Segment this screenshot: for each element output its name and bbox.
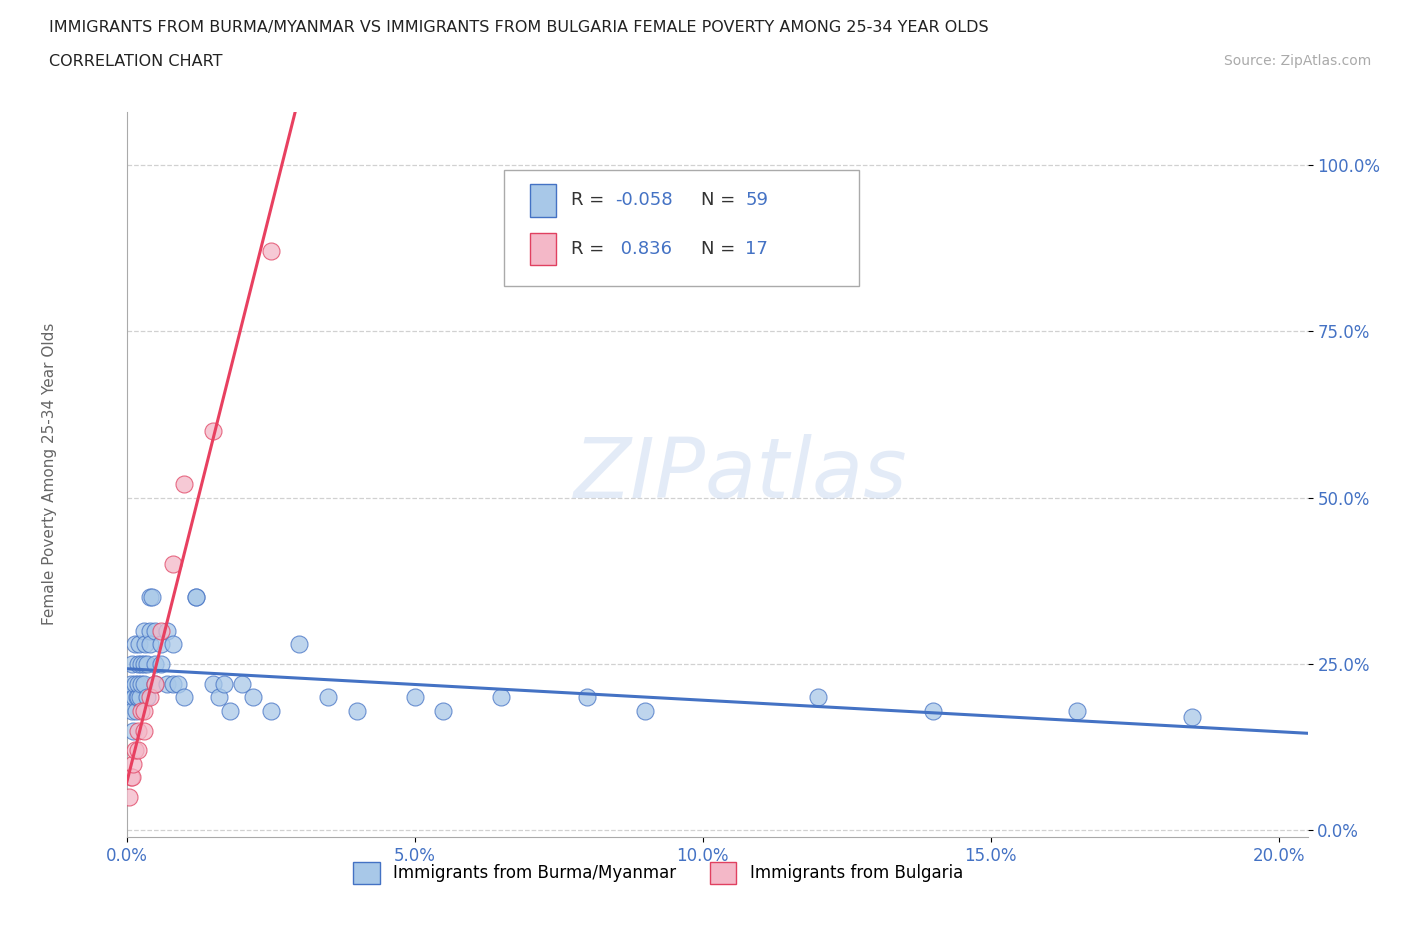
- Point: [150, 657, 173, 671]
- Point: [128, 690, 150, 705]
- Point: [150, 636, 173, 651]
- Point: [129, 703, 152, 718]
- Point: [143, 657, 166, 671]
- Point: [432, 703, 454, 718]
- Point: [127, 676, 149, 691]
- Text: 59: 59: [745, 192, 769, 209]
- Point: [120, 770, 142, 785]
- Point: [141, 590, 163, 604]
- Point: [807, 690, 830, 705]
- Point: [118, 790, 141, 804]
- Point: [121, 657, 143, 671]
- Legend: Immigrants from Burma/Myanmar, Immigrants from Bulgaria: Immigrants from Burma/Myanmar, Immigrant…: [346, 856, 970, 890]
- Text: Female Poverty Among 25-34 Year Olds: Female Poverty Among 25-34 Year Olds: [42, 323, 58, 626]
- Point: [156, 623, 179, 638]
- FancyBboxPatch shape: [505, 169, 859, 286]
- Point: [184, 590, 207, 604]
- Point: [162, 676, 184, 691]
- Point: [576, 690, 599, 705]
- Point: [156, 676, 179, 691]
- Point: [138, 636, 160, 651]
- Point: [118, 690, 141, 705]
- Point: [122, 756, 145, 771]
- Point: [132, 676, 155, 691]
- Point: [922, 703, 945, 718]
- Point: [132, 724, 155, 738]
- Point: [208, 690, 231, 705]
- Point: [259, 703, 281, 718]
- Point: [138, 690, 160, 705]
- Text: R =: R =: [571, 240, 610, 258]
- Point: [162, 557, 184, 572]
- Point: [143, 676, 166, 691]
- Point: [129, 676, 152, 691]
- Point: [316, 690, 339, 705]
- Text: 17: 17: [745, 240, 768, 258]
- Point: [167, 676, 190, 691]
- Point: [121, 703, 143, 718]
- Text: Source: ZipAtlas.com: Source: ZipAtlas.com: [1223, 54, 1371, 68]
- Text: CORRELATION CHART: CORRELATION CHART: [49, 54, 222, 69]
- Point: [143, 676, 166, 691]
- Point: [125, 703, 148, 718]
- Point: [489, 690, 512, 705]
- Text: R =: R =: [571, 192, 610, 209]
- Point: [121, 770, 143, 785]
- Point: [184, 590, 207, 604]
- Point: [201, 676, 224, 691]
- Point: [259, 244, 281, 259]
- Point: [128, 636, 150, 651]
- Point: [634, 703, 657, 718]
- Point: [346, 703, 368, 718]
- Text: ZIPatlas: ZIPatlas: [574, 433, 907, 515]
- Text: -0.058: -0.058: [616, 192, 673, 209]
- Point: [201, 423, 224, 438]
- Point: [138, 623, 160, 638]
- Point: [173, 690, 195, 705]
- Point: [127, 743, 149, 758]
- Point: [242, 690, 264, 705]
- Point: [127, 690, 149, 705]
- FancyBboxPatch shape: [530, 184, 557, 217]
- Point: [404, 690, 426, 705]
- Point: [127, 657, 149, 671]
- Point: [135, 690, 157, 705]
- Point: [150, 623, 173, 638]
- Point: [122, 690, 145, 705]
- Point: [120, 676, 142, 691]
- Point: [124, 676, 146, 691]
- Point: [231, 676, 253, 691]
- Point: [1181, 710, 1204, 724]
- Point: [138, 590, 160, 604]
- Point: [219, 703, 242, 718]
- Point: [143, 623, 166, 638]
- Point: [162, 636, 184, 651]
- Point: [127, 724, 149, 738]
- FancyBboxPatch shape: [530, 232, 557, 265]
- Point: [129, 657, 152, 671]
- Point: [132, 703, 155, 718]
- Point: [214, 676, 236, 691]
- Point: [124, 743, 146, 758]
- Point: [132, 623, 155, 638]
- Text: IMMIGRANTS FROM BURMA/MYANMAR VS IMMIGRANTS FROM BULGARIA FEMALE POVERTY AMONG 2: IMMIGRANTS FROM BURMA/MYANMAR VS IMMIGRA…: [49, 20, 988, 35]
- Point: [132, 657, 155, 671]
- Text: N =: N =: [700, 192, 741, 209]
- Point: [122, 724, 145, 738]
- Point: [1066, 703, 1088, 718]
- Text: N =: N =: [700, 240, 741, 258]
- Point: [173, 477, 195, 492]
- Point: [124, 636, 146, 651]
- Point: [125, 690, 148, 705]
- Point: [288, 636, 311, 651]
- Point: [134, 636, 156, 651]
- Point: [135, 657, 157, 671]
- Text: 0.836: 0.836: [616, 240, 672, 258]
